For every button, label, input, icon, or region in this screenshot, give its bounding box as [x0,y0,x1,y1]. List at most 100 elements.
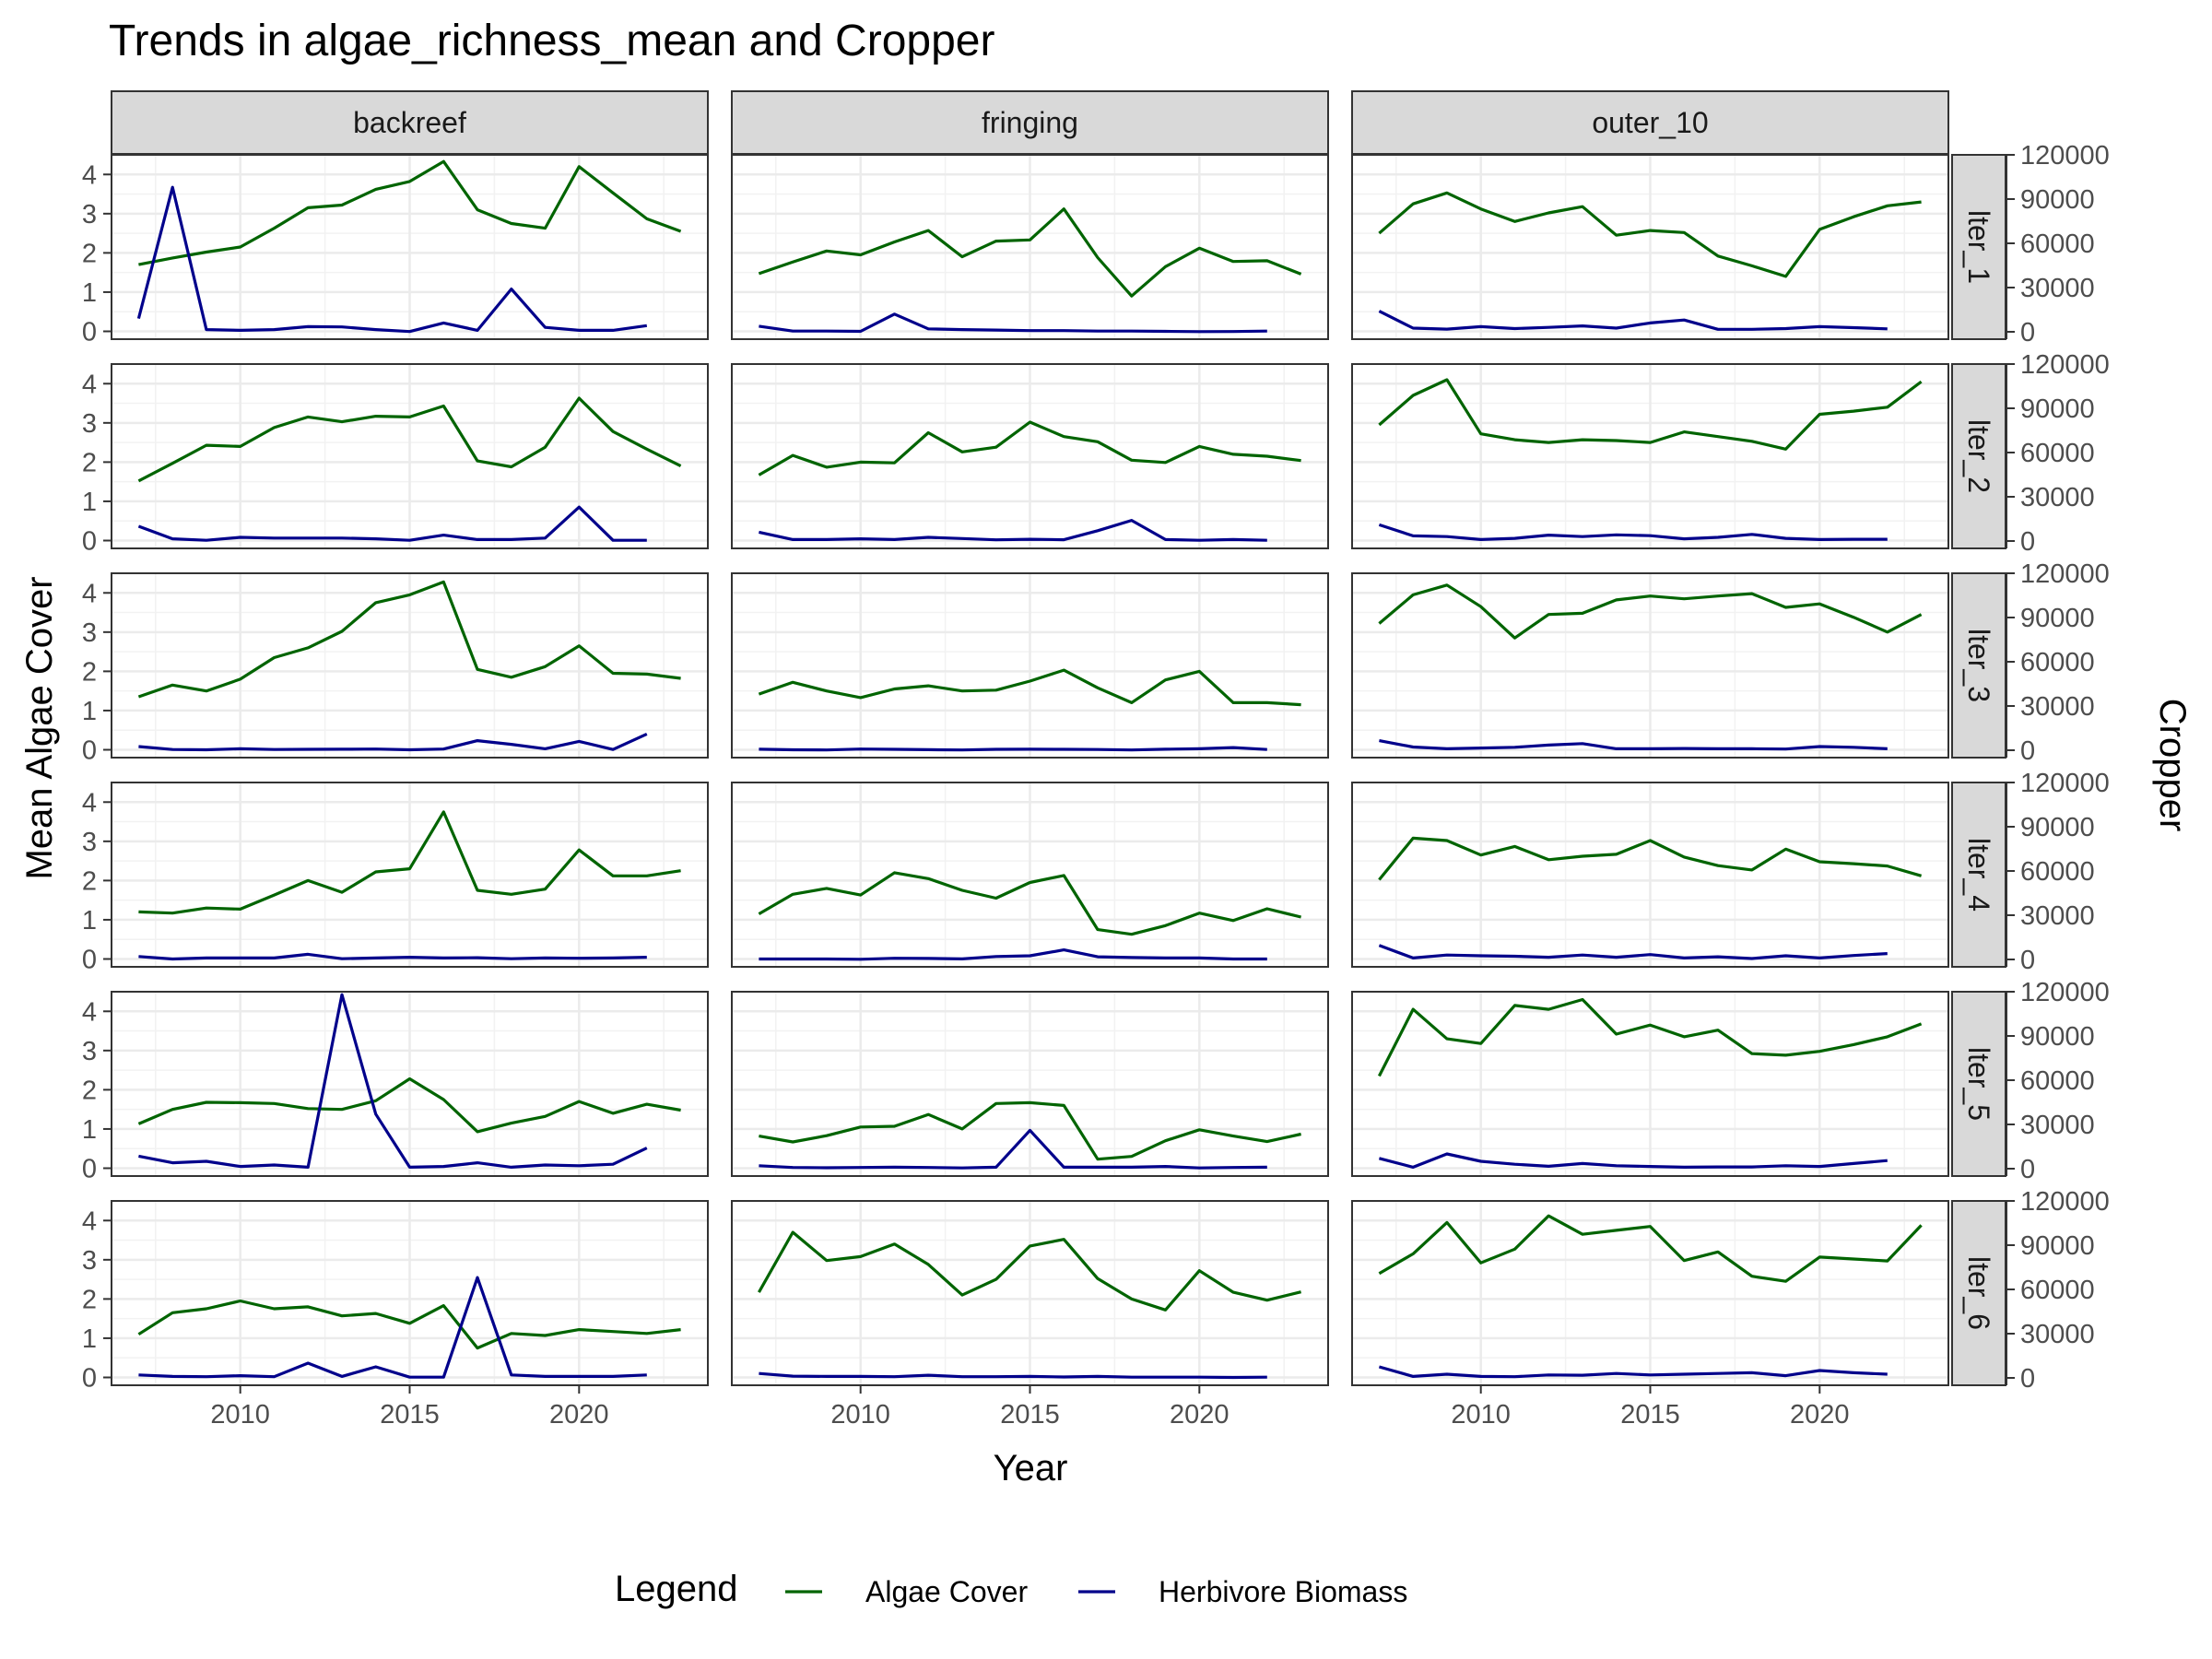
algae-cover-line [1378,583,1923,640]
algae-cover-line [1378,1214,1923,1283]
x-axis-title: Year [994,1448,1068,1488]
facet-strip-label: lter_2 [1962,419,1995,493]
algae-cover-line [1378,191,1922,278]
herbivore-biomass-line [759,518,1267,542]
panel-border [1351,363,1949,549]
y-tick-label: 2 [82,1076,97,1105]
secondary-tick-label: 30000 [2020,901,2095,931]
panel-backreef-lter_2: 0 1 2 3 4 [82,363,709,556]
x-tick-label: 2010 [210,1400,270,1430]
y-tick-label: 4 [82,788,97,818]
algae-cover-line [1378,836,1923,881]
secondary-tick-label: 0 [2020,1364,2035,1394]
secondary-tick-label: 90000 [2020,185,2095,215]
secondary-tick-label: 120000 [2020,350,2110,380]
algae-cover-line [138,810,681,915]
secondary-tick-label: 120000 [2020,559,2110,589]
facet-strip-label: fringing [982,106,1078,139]
panel-border [1351,782,1949,968]
x-axis: 2010 2015 2020 2010 2015 2020 2010 2015 2020 [210,1385,1850,1430]
legend: Legend Algae Cover Herbivore Biomass [615,1569,1407,1609]
x-tick-label: 2010 [830,1400,890,1430]
panel-outer_10-lter_6 [1351,1200,1949,1386]
algae-cover-line [758,420,1301,477]
y-tick-label: 4 [82,370,97,399]
herbivore-biomass-line [136,185,648,334]
panel-border [1351,991,1949,1177]
algae-cover-line [758,1230,1301,1312]
herbivore-biomass-line [1378,1152,1888,1170]
panel-border [1351,154,1949,340]
panel-outer_10-lter_4 [1351,782,1949,968]
facet-strip-backreef [111,90,709,155]
facet-strip-label: lter_3 [1962,629,1995,702]
secondary-tick-label: 0 [2020,1155,2035,1184]
herbivore-biomass-line [759,947,1267,961]
herbivore-biomass-line [759,312,1267,334]
algae-cover-line [137,1299,681,1350]
herbivore-biomass-line [138,952,647,961]
y-tick-label: 2 [82,866,97,896]
herbivore-biomass-line [1378,523,1888,542]
secondary-tick-label: 90000 [2020,1022,2095,1052]
secondary-y-axis-title: Cropper [2152,699,2193,832]
facet-strip-lter_4 [1951,782,2006,968]
secondary-tick-label: 60000 [2020,1276,2095,1305]
panel-border [111,782,709,968]
y-tick-label: 3 [82,828,97,857]
secondary-tick-label: 90000 [2020,1231,2095,1261]
secondary-tick-label: 30000 [2020,1111,2095,1140]
x-tick-label: 2015 [1000,1400,1060,1430]
secondary-y-axes: 0 30000 60000 90000 120000 0 30000 60000 90000 12… [2006,141,2110,1394]
y-tick-label: 3 [82,618,97,648]
facet-strip-outer_10 [1351,90,1949,155]
secondary-tick-label: 30000 [2020,692,2095,722]
herbivore-biomass-line [1379,739,1888,751]
panel-border [111,991,709,1177]
facet-strip-label: lter_5 [1962,1047,1995,1121]
panel-fringing-lter_3 [731,572,1329,759]
legend-title: Legend [615,1569,737,1609]
panel-backreef-lter_6: 0 1 2 3 4 [82,1200,709,1393]
panel-fringing-lter_6 [731,1200,1329,1386]
x-tick-label: 2010 [1451,1400,1511,1430]
panel-border [731,363,1329,549]
panel-border [731,154,1329,340]
algae-cover-line [758,871,1301,936]
y-tick-label: 2 [82,239,97,268]
panel-outer_10-lter_5 [1351,991,1949,1177]
y-tick-label: 0 [82,317,97,347]
y-tick-label: 3 [82,200,97,229]
facet-strip-label: lter_1 [1962,210,1995,284]
secondary-tick-label: 60000 [2020,439,2095,468]
facet-strip-label: lter_6 [1962,1256,1995,1330]
herbivore-biomass-line [759,746,1267,752]
herbivore-biomass-line [138,993,648,1170]
panel-fringing-lter_2 [731,363,1329,549]
secondary-tick-label: 0 [2020,736,2035,766]
herbivore-biomass-line [138,1276,647,1379]
y-tick-label: 1 [82,906,97,935]
secondary-tick-label: 120000 [2020,978,2110,1007]
secondary-tick-label: 120000 [2020,141,2110,171]
panel-outer_10-lter_1 [1351,154,1949,340]
facet-strip-fringing [731,90,1329,155]
y-tick-label: 0 [82,1363,97,1393]
y-tick-label: 3 [82,1246,97,1276]
facet-strip-label: lter_4 [1962,838,1995,912]
panel-fringing-lter_5 [731,991,1329,1177]
y-tick-label: 3 [82,409,97,439]
secondary-tick-label: 0 [2020,318,2035,347]
y-tick-label: 0 [82,1154,97,1183]
herbivore-biomass-line [1378,310,1888,331]
y-tick-label: 0 [82,945,97,974]
x-tick-label: 2020 [549,1400,609,1430]
secondary-tick-label: 120000 [2020,1187,2110,1217]
secondary-tick-label: 60000 [2020,648,2095,677]
facet-strip-lter_3 [1951,572,2006,759]
facet-strip-lter_6 [1951,1200,2006,1386]
algae-cover-line [137,396,682,483]
algae-cover-line [137,580,681,699]
herbivore-biomass-line [1378,1365,1888,1379]
y-tick-label: 2 [82,448,97,477]
